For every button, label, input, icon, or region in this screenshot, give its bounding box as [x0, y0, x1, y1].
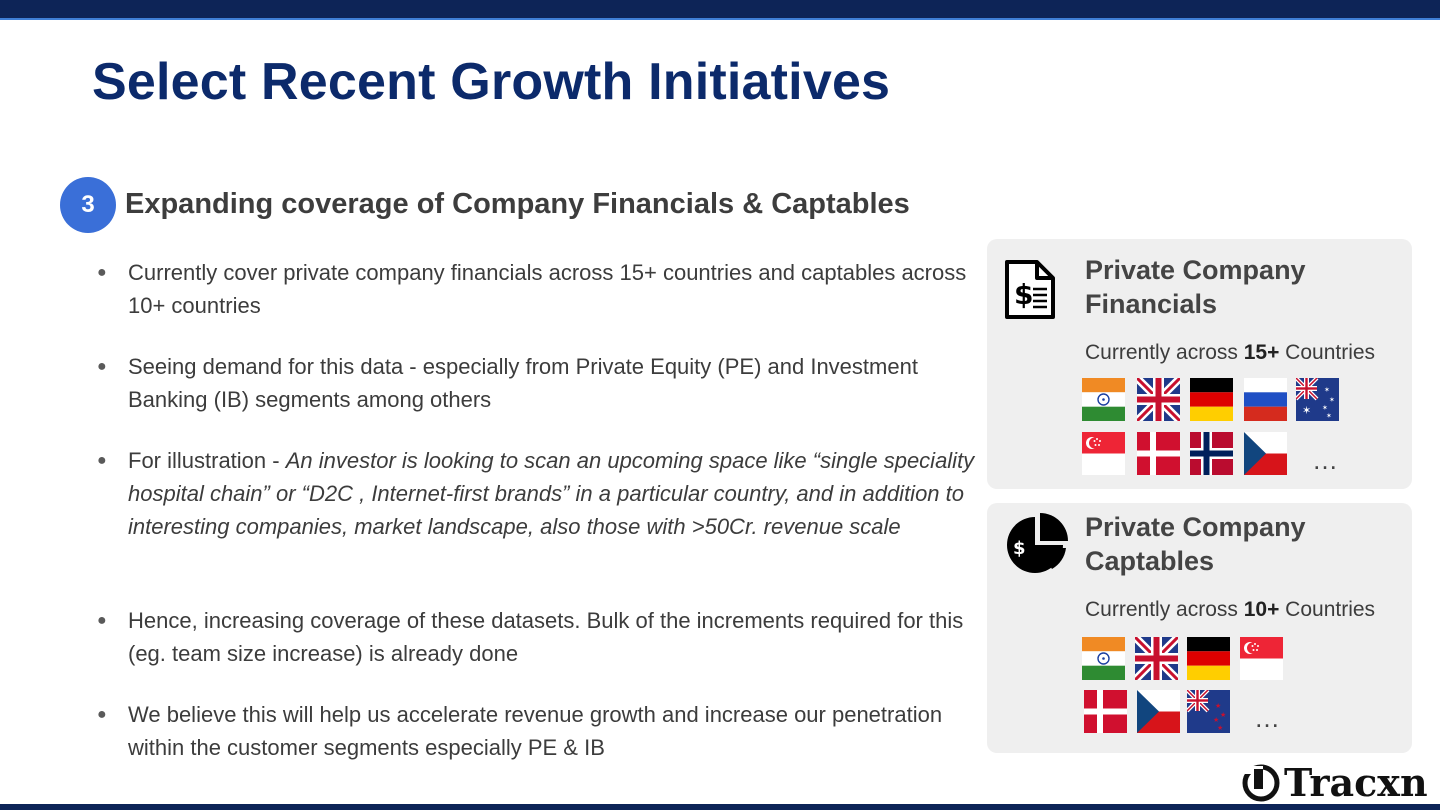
top-bar-accent-line [0, 18, 1440, 20]
svg-text:✶: ✶ [1324, 386, 1330, 394]
flag-germany-icon [1190, 378, 1233, 421]
bullet-text: Hence, increasing coverage of these data… [128, 608, 964, 666]
bullet-dot: ● [97, 612, 107, 629]
card-title: Private Company Financials [1085, 255, 1306, 319]
tracxn-logo-icon [1242, 764, 1280, 802]
flag-denmark-icon [1084, 690, 1127, 733]
card-sub-suffix: Countries [1279, 341, 1376, 364]
financial-document-icon: $ [1003, 259, 1057, 326]
country-count: 10+ [1243, 598, 1280, 621]
flag-united-kingdom-icon [1135, 637, 1178, 680]
svg-text:$: $ [1013, 538, 1026, 559]
bullet-text-prefix: For illustration - [128, 448, 286, 473]
flag-new-zealand-icon: ★ ★ ★ ★ [1187, 690, 1230, 733]
svg-text:★: ★ [1215, 702, 1221, 710]
card-subtitle: Currently across 15+ Countries [1085, 341, 1375, 365]
bullet-text: Seeing demand for this data - especially… [128, 354, 918, 412]
flag-czech-republic-icon [1137, 690, 1180, 733]
tracxn-logo-text: Tracxn [1284, 760, 1428, 805]
bullet-text: Currently cover private company financia… [128, 260, 967, 318]
bullet-item: ● Currently cover private company financ… [95, 256, 975, 322]
flag-united-kingdom-icon [1137, 378, 1180, 421]
svg-text:★: ★ [1220, 711, 1226, 719]
bullet-dot: ● [97, 358, 107, 375]
card-sub-suffix: Countries [1279, 598, 1376, 621]
card-title: Private Company Captables [1085, 512, 1306, 576]
svg-text:✶: ✶ [1322, 404, 1328, 412]
section-heading: Expanding coverage of Company Financials… [125, 188, 910, 220]
flag-russia-icon [1244, 378, 1287, 421]
card-subtitle: Currently across 10+ Countries [1085, 598, 1375, 622]
country-count: 15+ [1243, 341, 1280, 364]
more-countries-ellipsis: … [1254, 703, 1282, 733]
flag-singapore-icon [1082, 432, 1125, 475]
bullet-item: ● Hence, increasing coverage of these da… [95, 604, 975, 670]
bottom-bar [0, 804, 1440, 810]
svg-text:★: ★ [1213, 716, 1219, 724]
svg-text:$: $ [1014, 278, 1033, 311]
flag-czech-republic-icon [1244, 432, 1287, 475]
bullet-item: ● For illustration - An investor is look… [95, 444, 975, 543]
bullet-item: ● We believe this will help us accelerat… [95, 698, 975, 764]
bullet-dot: ● [97, 264, 107, 281]
flag-singapore-icon [1240, 637, 1283, 680]
svg-text:✶: ✶ [1326, 412, 1332, 420]
slide-title: Select Recent Growth Initiatives [92, 53, 891, 111]
bullet-text-italic: An investor is looking to scan an upcomi… [128, 448, 975, 539]
flag-australia-icon: ✶ ✶ ✶ ✶ ✶ [1296, 378, 1339, 421]
tracxn-logo: Tracxn [1242, 762, 1428, 804]
card-sub-prefix: Currently across [1085, 598, 1244, 621]
bullet-text: We believe this will help us accelerate … [128, 702, 943, 760]
bullet-item: ● Seeing demand for this data - especial… [95, 350, 975, 416]
bullet-dot: ● [97, 706, 107, 723]
svg-text:★: ★ [1217, 724, 1223, 732]
flag-germany-icon [1187, 637, 1230, 680]
captables-card: $ Private Company Captables Currently ac… [987, 503, 1412, 753]
pie-chart-dollar-icon: $ [1005, 511, 1071, 582]
flag-india-icon [1082, 637, 1125, 680]
svg-text:✶: ✶ [1302, 404, 1311, 417]
financials-card: $ Private Company Financials Currently a… [987, 239, 1412, 489]
flag-norway-icon [1190, 432, 1233, 475]
svg-text:✶: ✶ [1329, 396, 1335, 404]
bullet-dot: ● [97, 452, 107, 469]
flag-denmark-icon [1137, 432, 1180, 475]
top-bar [0, 0, 1440, 18]
more-countries-ellipsis: … [1312, 445, 1340, 475]
flag-india-icon [1082, 378, 1125, 421]
card-sub-prefix: Currently across [1085, 341, 1244, 364]
step-number-badge: 3 [60, 177, 116, 233]
